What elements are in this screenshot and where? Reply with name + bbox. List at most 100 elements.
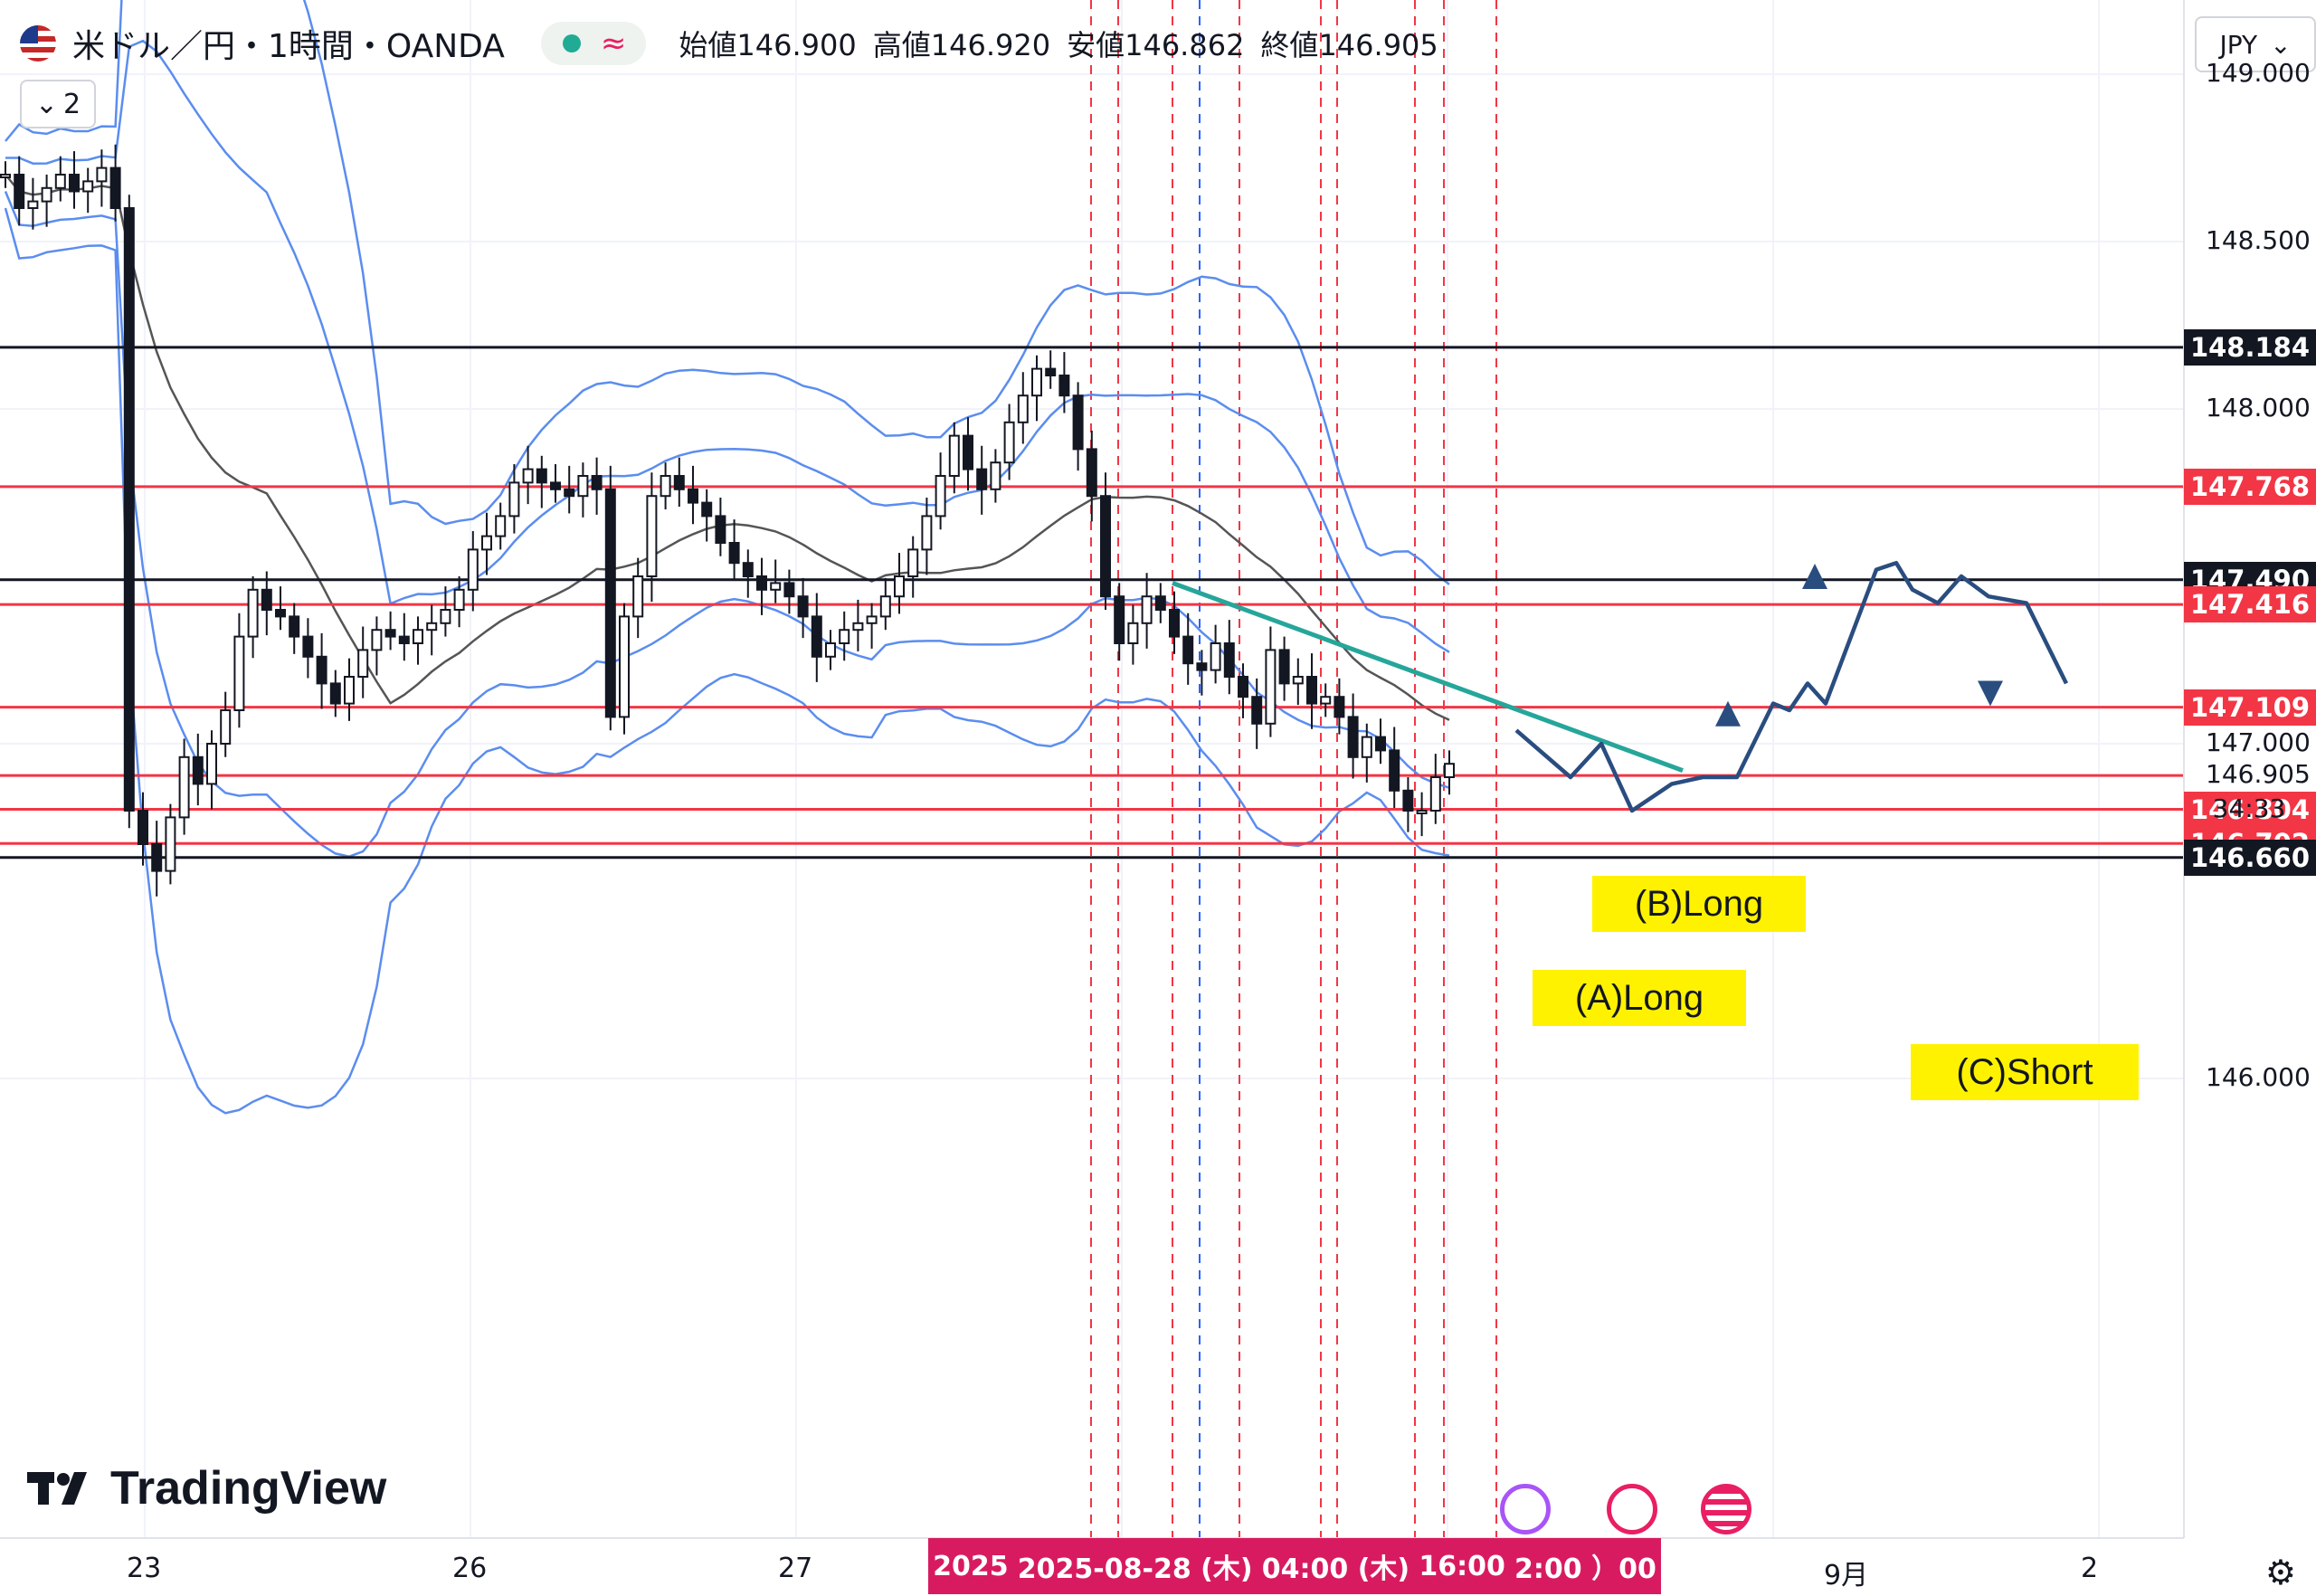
ohlc-low: 安値146.862 (1067, 28, 1245, 62)
candle-body (935, 475, 946, 518)
time-label-27: 27 (778, 1553, 813, 1584)
candle-body (591, 475, 603, 490)
candle-body (825, 642, 836, 658)
candle-body (96, 166, 108, 183)
annotation-c-short: (C)Short (1911, 1044, 2139, 1100)
time-label-2: 2 (2081, 1553, 2099, 1584)
indicator-count: 2 (63, 88, 81, 120)
candle-body (1389, 749, 1400, 792)
candle-body (27, 200, 39, 210)
gear-icon[interactable]: ⚙ (2264, 1553, 2296, 1592)
candle-body (289, 615, 300, 638)
candle-body (233, 635, 245, 711)
candle-body (206, 743, 217, 785)
crosshair-time-2: 16:00 (1419, 1550, 1505, 1582)
candle-body (894, 575, 905, 598)
candle-body (192, 755, 204, 785)
downtrend-line (1172, 581, 1684, 773)
candle-body (522, 468, 534, 484)
candle-body (839, 629, 850, 645)
candle-body (646, 495, 658, 578)
candle-body (329, 682, 341, 705)
candle-body (123, 207, 135, 812)
crosshair-year: 2025 (933, 1550, 1009, 1582)
time-label-sep: 9月 (1824, 1560, 1869, 1591)
candle-body (619, 615, 630, 718)
candle-body (660, 475, 671, 498)
chevron-down-icon: ⌄ (34, 88, 59, 120)
ohlc-open: 始値146.900 (679, 28, 857, 62)
candle-body (632, 575, 644, 618)
indicators-collapse-button[interactable]: ⌄ 2 (20, 80, 96, 128)
bar-countdown: 34:33 (2212, 793, 2286, 824)
crosshair-time-range: 2025 2025-08-28 (木) 04:00 (木) 16:00 2:00… (928, 1538, 1661, 1594)
trend-line (1172, 581, 1684, 773)
candle-body (384, 629, 396, 638)
candle-body (1416, 810, 1428, 814)
candle-body (879, 595, 891, 618)
candle-body (1320, 696, 1332, 705)
candle-body (1402, 789, 1414, 812)
candle-body (550, 481, 561, 490)
candle-body (1251, 696, 1263, 725)
candle-body (536, 468, 547, 484)
tradingview-logo[interactable]: TradingView (27, 1461, 386, 1515)
candle-body (138, 810, 148, 845)
candle-body (440, 609, 451, 624)
candle-body (715, 515, 726, 545)
candle-body (1045, 367, 1057, 377)
candle-body (990, 461, 1001, 490)
band-l2 (4, 207, 1450, 1115)
candle-body (109, 166, 121, 210)
price-tick-label: 146.000 (2206, 1062, 2311, 1092)
candle-body (852, 622, 864, 632)
candle-body (1238, 676, 1248, 698)
annotation-b-long: (B)Long (1592, 876, 1806, 932)
candle-body (1058, 375, 1070, 397)
forecast-zigzag (1514, 560, 2069, 813)
candle-body (508, 481, 520, 518)
candle-body (371, 629, 383, 651)
candle-body (426, 622, 438, 632)
price-tick-label: 147.000 (2206, 727, 2311, 757)
candle-body (398, 635, 410, 644)
ohlc-high: 高値146.920 (872, 28, 1051, 62)
candle-body (1031, 367, 1042, 397)
candle-body (302, 635, 314, 658)
candle-body (413, 629, 423, 645)
candle-body (481, 535, 492, 551)
candle-body (1127, 622, 1139, 644)
candle-body (604, 488, 616, 718)
candle-body (673, 475, 685, 490)
lightning-event-icon[interactable] (1500, 1484, 1551, 1534)
candle-body (1072, 394, 1084, 451)
candle-body (1361, 736, 1372, 758)
candle-body (275, 609, 286, 618)
band-l1 (4, 191, 1450, 858)
price-tick-label: 148.000 (2206, 393, 2311, 423)
candle-body (1334, 696, 1345, 718)
status-pills[interactable]: ≈ (540, 22, 647, 65)
currency-select[interactable]: JPY ⌄ (2195, 16, 2316, 72)
candlesticks (0, 144, 1455, 897)
ohlc-close: 終値146.905 (1260, 28, 1438, 62)
us-event-flag-icon[interactable] (1701, 1484, 1751, 1534)
candle-body (344, 676, 355, 705)
bollinger-bands (4, 0, 1450, 1115)
price-level-tag: 147.768 (2184, 468, 2316, 505)
candle-body (577, 475, 589, 498)
brand-text: TradingView (110, 1462, 387, 1515)
candle-body (770, 582, 782, 591)
record-event-icon[interactable] (1607, 1484, 1657, 1534)
candle-body (1444, 763, 1455, 779)
candle-body (165, 816, 176, 872)
candle-body (963, 434, 973, 470)
price-level-tag: 147.416 (2184, 586, 2316, 623)
price-level-tag: 147.109 (2184, 689, 2316, 726)
candle-body (1375, 736, 1386, 752)
symbol-title[interactable]: 米ドル／円・1時間・OANDA (72, 28, 505, 65)
price-level-tag: 146.660 (2184, 839, 2316, 876)
candle-body (1429, 776, 1441, 812)
band-u2 (5, 0, 1450, 585)
